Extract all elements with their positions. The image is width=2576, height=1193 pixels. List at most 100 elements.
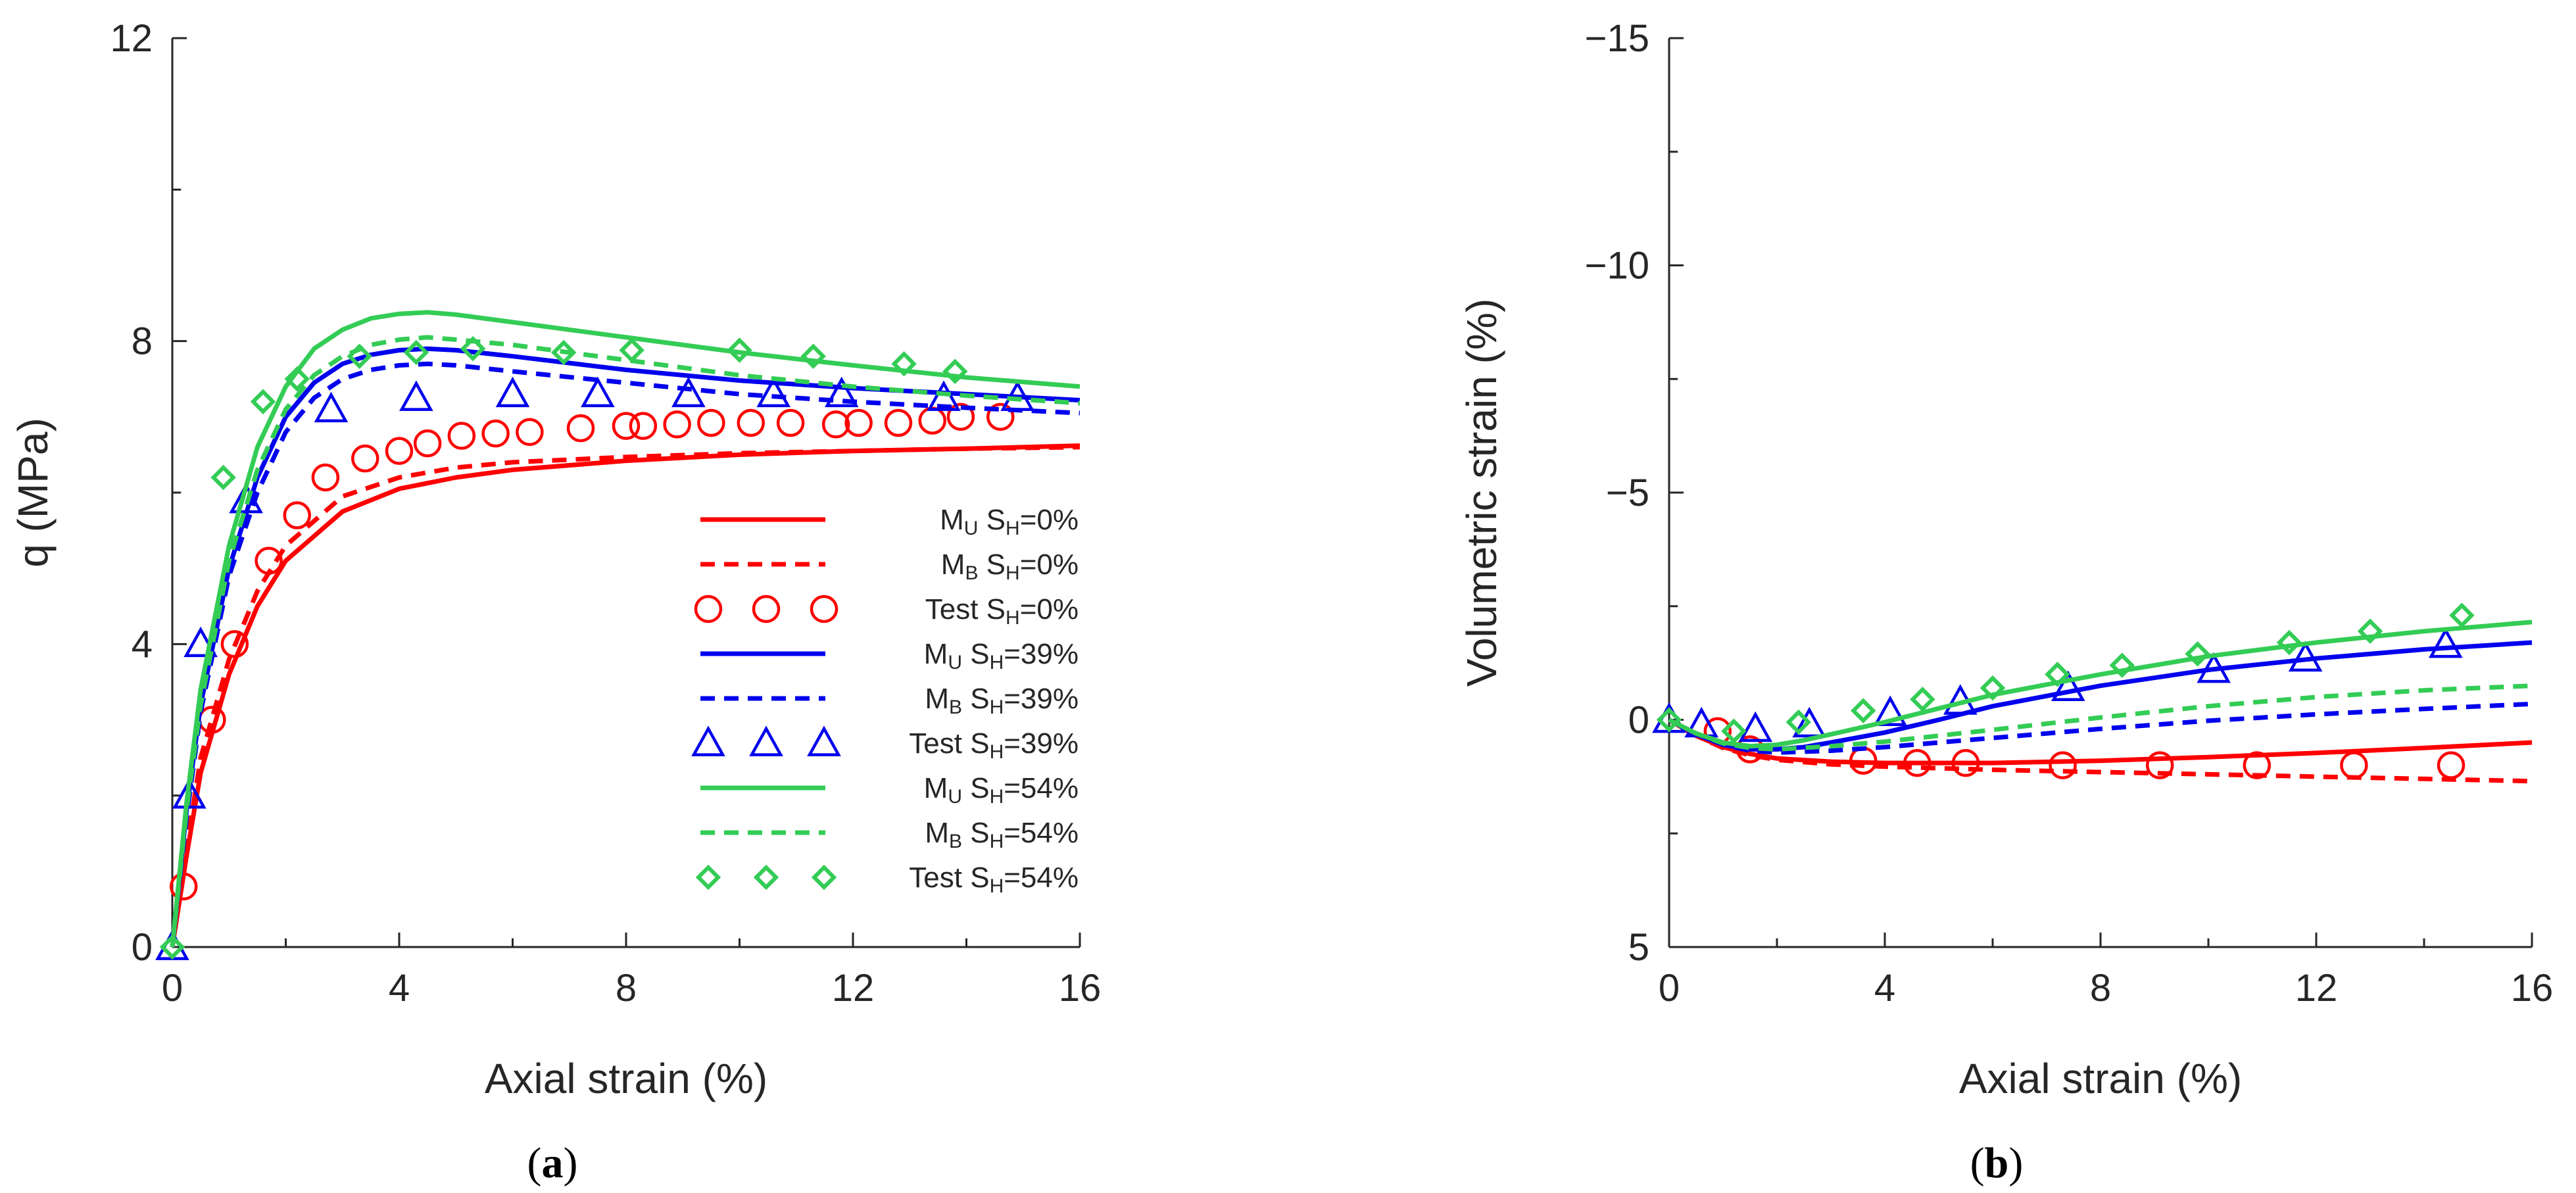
model-curve-dashed	[1668, 683, 2533, 752]
data-point	[2049, 751, 2077, 779]
data-point	[1850, 698, 1876, 723]
legend-subscript: B	[965, 562, 978, 584]
data-point	[347, 343, 372, 369]
data-point	[918, 406, 946, 435]
legend-entry: MU SH=39%	[700, 638, 1079, 673]
panel-label-letter: b	[1985, 1139, 2009, 1187]
series-mb-sh-0-	[1668, 718, 2533, 784]
data-point	[172, 778, 207, 809]
x-tick-label: 4	[389, 967, 410, 1010]
data-point	[283, 501, 311, 529]
data-point	[1903, 748, 1932, 777]
legend-entry: MU SH=54%	[700, 772, 1079, 808]
legend-label: MU SH=54%	[924, 772, 1079, 808]
legend-text-part: Test S	[925, 593, 1006, 625]
data-point	[220, 630, 249, 658]
x-tick-label: 16	[1059, 967, 1102, 1010]
data-point	[566, 414, 595, 443]
legend: MU SH=0%MB SH=0%Test SH=0%MU SH=39%MB SH…	[691, 504, 1079, 897]
legend-label: MB SH=39%	[925, 683, 1079, 718]
data-point	[250, 389, 276, 415]
y-tick-label: −15	[1585, 17, 1649, 60]
y-tick-label: 8	[132, 320, 153, 363]
data-point	[460, 335, 486, 362]
data-point	[1910, 687, 1935, 712]
model-curve-solid	[1668, 640, 2533, 752]
series-mb-sh-39-	[170, 361, 1081, 948]
series-mu-sh-54-	[1668, 620, 2533, 749]
x-tick-label: 12	[832, 967, 875, 1010]
series-test-sh-54-	[159, 335, 968, 960]
data-point	[891, 351, 917, 377]
model-curve-dashed	[170, 335, 1081, 948]
legend-marker-swatch	[810, 595, 838, 623]
series-mu-sh-39-	[1668, 640, 2533, 752]
legend-text-part: S	[978, 548, 1006, 581]
legend-entry: Test SH=54%	[695, 862, 1079, 897]
data-point	[495, 376, 530, 408]
series-mb-sh-0-	[170, 445, 1081, 948]
legend-text-part: M	[941, 548, 965, 581]
legend-entry: MB SH=39%	[700, 683, 1079, 718]
data-point	[2109, 652, 2135, 678]
data-point	[481, 419, 510, 448]
legend-entry: MB SH=54%	[700, 817, 1079, 852]
legend-marker-swatch	[811, 864, 837, 890]
data-point	[884, 408, 913, 437]
y-tick-label: −5	[1606, 472, 1649, 514]
legend-subscript: B	[949, 831, 962, 852]
data-point	[2145, 751, 2174, 779]
data-point	[159, 934, 185, 960]
data-point	[663, 410, 691, 439]
y-tick-label: 0	[1628, 699, 1649, 742]
legend-subscript: H	[1006, 518, 1020, 539]
data-point	[385, 437, 414, 465]
x-tick-label: 0	[1659, 967, 1680, 1010]
data-point	[1792, 706, 1827, 738]
data-point	[800, 343, 826, 369]
legend-text-part: M	[924, 772, 948, 804]
data-point	[1786, 709, 1812, 735]
legend-text-part: S	[962, 817, 990, 849]
data-point	[986, 402, 1015, 431]
legend-text-part: M	[925, 683, 949, 715]
data-point	[550, 339, 577, 366]
panel-label-open: (	[527, 1139, 542, 1187]
model-curve-solid	[170, 310, 1081, 948]
series-mb-sh-54-	[1668, 683, 2533, 752]
legend-text-part: M	[924, 638, 948, 670]
data-point	[314, 391, 349, 423]
legend-label: MU SH=39%	[924, 638, 1079, 673]
x-tick-label: 8	[616, 967, 637, 1010]
legend-entry: MU SH=0%	[700, 504, 1079, 539]
x-axis-title: Axial strain (%)	[1959, 1055, 2242, 1102]
panel-label-letter: a	[542, 1139, 564, 1187]
legend-subscript: H	[990, 652, 1004, 673]
data-point	[1656, 707, 1682, 733]
y-tick-label: 0	[132, 926, 153, 969]
data-point	[2437, 751, 2466, 779]
panel-label-open: (	[1970, 1139, 1985, 1187]
legend-subscript: H	[990, 696, 1004, 718]
x-tick-label: 12	[2295, 967, 2338, 1010]
data-point	[170, 872, 198, 901]
legend-text-part: M	[925, 817, 949, 849]
data-point	[2197, 652, 2231, 683]
y-tick-label: 4	[132, 623, 153, 666]
data-point	[2357, 618, 2383, 644]
y-axis-title: q (MPa)	[9, 418, 57, 568]
legend-text-part: Test S	[909, 862, 989, 894]
legend-label: MB SH=54%	[925, 817, 1079, 852]
data-point	[2051, 670, 2085, 701]
data-point	[2340, 751, 2368, 779]
panel-label: (b)	[1970, 1139, 2024, 1187]
legend-subscript: H	[990, 786, 1004, 808]
legend-text-part: =0%	[1020, 548, 1079, 581]
model-curve-solid	[1668, 620, 2533, 749]
series-test-sh-0-	[170, 402, 1015, 901]
data-point	[2449, 602, 2475, 628]
y-tick-label: −10	[1585, 245, 1649, 287]
data-point	[2045, 662, 2070, 687]
data-point	[776, 408, 805, 437]
